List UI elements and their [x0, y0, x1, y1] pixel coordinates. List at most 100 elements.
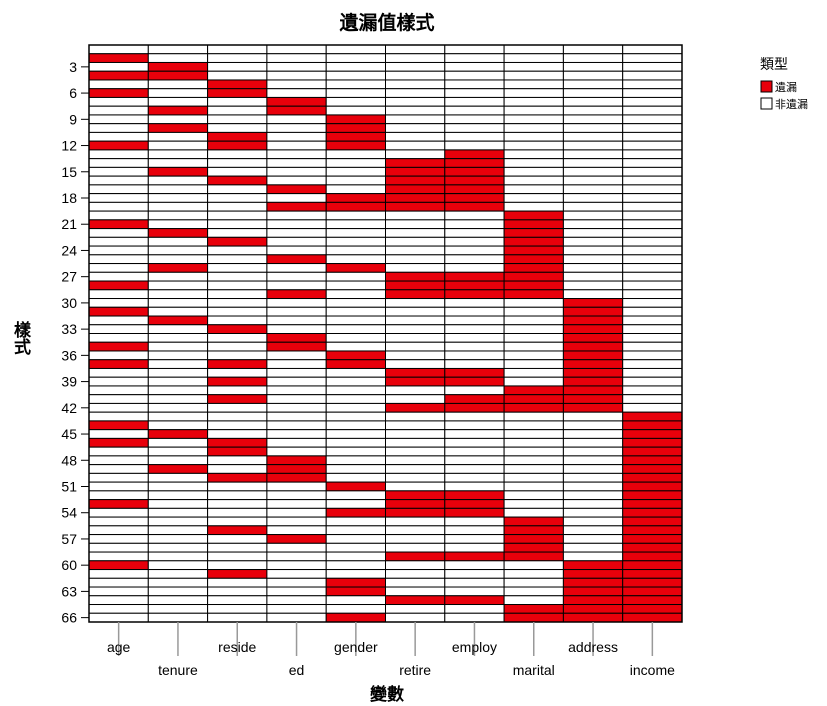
cell-income-19-present	[622, 201, 683, 212]
x-axis: age tenure reside ed gender retire employ marit…	[107, 622, 675, 678]
cell-age-60-missing	[88, 560, 149, 571]
cell-marital-66-missing	[503, 612, 564, 623]
cell-retire-59-missing	[385, 551, 446, 562]
cell-address-28-present	[562, 280, 624, 291]
cell-age-44-missing	[88, 420, 149, 431]
cell-marital-47-present	[503, 446, 564, 457]
y-tick-label-60: 60	[61, 557, 77, 573]
cell-tenure-39-present	[147, 376, 209, 387]
cell-tenure-51-present	[147, 481, 209, 492]
cell-employ-53-missing	[444, 499, 505, 509]
cell-reside-41-missing	[207, 394, 268, 404]
cell-ed-57-missing	[266, 534, 327, 544]
cell-ed-53-present	[266, 499, 327, 509]
cell-marital-56-missing	[503, 525, 564, 536]
cell-marital-51-present	[503, 481, 564, 492]
cell-address-56-present	[562, 525, 624, 536]
cell-age-46-missing	[88, 437, 149, 448]
cell-ed-13-present	[266, 149, 327, 160]
cell-age-65-present	[88, 604, 149, 614]
cell-employ-40-present	[444, 385, 505, 396]
cell-ed-36-present	[266, 350, 327, 361]
cell-marital-1-present	[503, 44, 564, 55]
cell-income-30-present	[622, 298, 683, 308]
cell-employ-44-present	[444, 420, 505, 431]
cell-income-63-missing	[622, 586, 683, 597]
cell-ed-65-present	[266, 604, 327, 614]
cell-marital-62-present	[503, 577, 564, 588]
cell-age-17-present	[88, 184, 149, 195]
cell-address-60-missing	[562, 560, 624, 571]
cell-employ-56-present	[444, 525, 505, 536]
cell-retire-40-present	[385, 385, 446, 396]
cell-income-39-present	[622, 376, 683, 387]
cell-address-66-missing	[562, 612, 624, 623]
cell-tenure-59-present	[147, 551, 209, 562]
cell-gender-8-present	[325, 105, 387, 116]
cell-address-14-present	[562, 158, 624, 168]
cell-gender-36-missing	[325, 350, 387, 361]
cell-age-5-present	[88, 79, 149, 90]
cell-retire-56-present	[385, 525, 446, 536]
cell-income-6-present	[622, 88, 683, 98]
cell-age-2-missing	[88, 53, 149, 63]
cell-employ-31-present	[444, 306, 505, 317]
cell-address-10-present	[562, 123, 624, 133]
cell-tenure-17-present	[147, 184, 209, 195]
cell-income-58-missing	[622, 542, 683, 553]
cell-marital-43-present	[503, 411, 564, 422]
cell-marital-21-missing	[503, 219, 564, 230]
cell-age-38-present	[88, 367, 149, 378]
cell-income-40-present	[622, 385, 683, 396]
cell-address-55-present	[562, 516, 624, 527]
cell-marital-28-missing	[503, 280, 564, 291]
cell-gender-7-present	[325, 96, 387, 107]
cell-marital-46-present	[503, 437, 564, 448]
cell-income-1-present	[622, 44, 683, 55]
cell-employ-55-present	[444, 516, 505, 527]
cell-reside-10-present	[207, 123, 268, 133]
cell-employ-48-present	[444, 455, 505, 466]
cell-reside-57-present	[207, 534, 268, 544]
cell-marital-13-present	[503, 149, 564, 160]
cell-marital-29-missing	[503, 289, 564, 300]
cell-employ-14-missing	[444, 158, 505, 168]
cell-reside-26-present	[207, 263, 268, 273]
cell-gender-16-present	[325, 175, 387, 186]
cell-address-51-present	[562, 481, 624, 492]
cell-age-1-present	[88, 44, 149, 55]
cell-employ-51-present	[444, 481, 505, 492]
cell-gender-58-present	[325, 542, 387, 553]
cell-income-22-present	[622, 228, 683, 238]
cell-reside-36-present	[207, 350, 268, 361]
cell-marital-31-present	[503, 306, 564, 317]
cell-income-55-missing	[622, 516, 683, 527]
cell-ed-59-present	[266, 551, 327, 562]
cell-gender-47-present	[325, 446, 387, 457]
cell-reside-27-present	[207, 271, 268, 282]
cell-reside-43-present	[207, 411, 268, 422]
cell-reside-12-missing	[207, 140, 268, 151]
cell-income-16-present	[622, 175, 683, 186]
cell-marital-40-missing	[503, 385, 564, 396]
cell-tenure-41-present	[147, 394, 209, 404]
cell-retire-25-present	[385, 254, 446, 265]
cell-reside-31-present	[207, 306, 268, 317]
cell-income-56-missing	[622, 525, 683, 536]
cell-address-6-present	[562, 88, 624, 98]
cell-tenure-3-missing	[147, 61, 209, 72]
cell-age-15-present	[88, 166, 149, 177]
y-tick-label-15: 15	[61, 164, 77, 180]
cell-ed-18-present	[266, 193, 327, 203]
cell-age-40-present	[88, 385, 149, 396]
cell-employ-39-missing	[444, 376, 505, 387]
cell-address-43-present	[562, 411, 624, 422]
cell-employ-25-present	[444, 254, 505, 265]
cell-age-11-present	[88, 131, 149, 142]
cell-tenure-21-present	[147, 219, 209, 230]
cell-retire-65-present	[385, 604, 446, 614]
cell-address-40-missing	[562, 385, 624, 396]
cell-reside-1-present	[207, 44, 268, 55]
cell-retire-57-present	[385, 534, 446, 544]
cell-income-20-present	[622, 210, 683, 221]
